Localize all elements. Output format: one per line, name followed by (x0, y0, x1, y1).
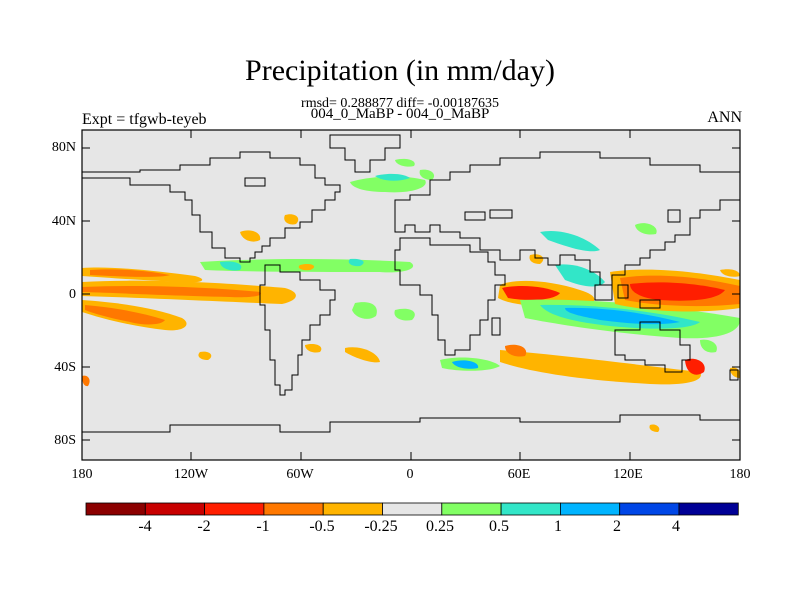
stats-line: rmsd= 0.288877 diff= -0.00187635 (301, 96, 499, 111)
colorbar-label: 1 (554, 518, 562, 535)
subtitle: 004_0_MaBP - 004_0_MaBP (310, 106, 490, 122)
x-tick-label: 120W (173, 467, 209, 482)
colorbar-swatch (560, 502, 621, 516)
axis-ticks (82, 130, 740, 460)
x-tick-label: 60E (507, 467, 531, 482)
page-title: Precipitation (in mm/day) (245, 54, 555, 87)
colorbar-label: 2 (613, 518, 621, 535)
experiment-label: Expt = tfgwb-teyeb (82, 111, 207, 128)
colorbar-label: -0.25 (364, 518, 398, 535)
colorbar-swatch (85, 502, 146, 516)
y-tick-label: 80S (54, 433, 76, 448)
colorbar-swatch (441, 502, 502, 516)
x-tick-label: 60W (286, 467, 314, 482)
colorbar-label: -4 (138, 518, 152, 535)
colorbar-label: -0.5 (309, 518, 335, 535)
y-tick-label: 40N (51, 214, 76, 229)
season-label: ANN (707, 109, 742, 126)
colorbar-swatch (678, 502, 739, 516)
colorbar-swatch (204, 502, 265, 516)
colorbar-swatch (144, 502, 206, 516)
colorbar-label: 0.5 (489, 518, 509, 535)
x-tick-label: 120E (613, 467, 643, 482)
colorbar-label: -2 (197, 518, 211, 535)
y-tick-label: 80N (51, 140, 76, 155)
anomaly-fill (82, 158, 741, 432)
x-tick-label: 180 (71, 467, 93, 482)
colorbar-swatch (500, 502, 561, 516)
colorbar (85, 502, 739, 516)
x-tick-label: 0 (406, 467, 414, 482)
colorbar-label: 0.25 (426, 518, 454, 535)
colorbar-swatch (322, 502, 383, 516)
colorbar-swatch (263, 502, 324, 516)
colorbar-label: -1 (256, 518, 270, 535)
y-tick-label: 0 (69, 287, 76, 302)
coastlines (82, 134, 741, 433)
x-tick-label: 180 (729, 467, 751, 482)
colorbar-label: 4 (672, 518, 680, 535)
y-tick-label: 40S (54, 360, 76, 375)
colorbar-swatch (382, 502, 443, 516)
colorbar-swatch (619, 502, 680, 516)
